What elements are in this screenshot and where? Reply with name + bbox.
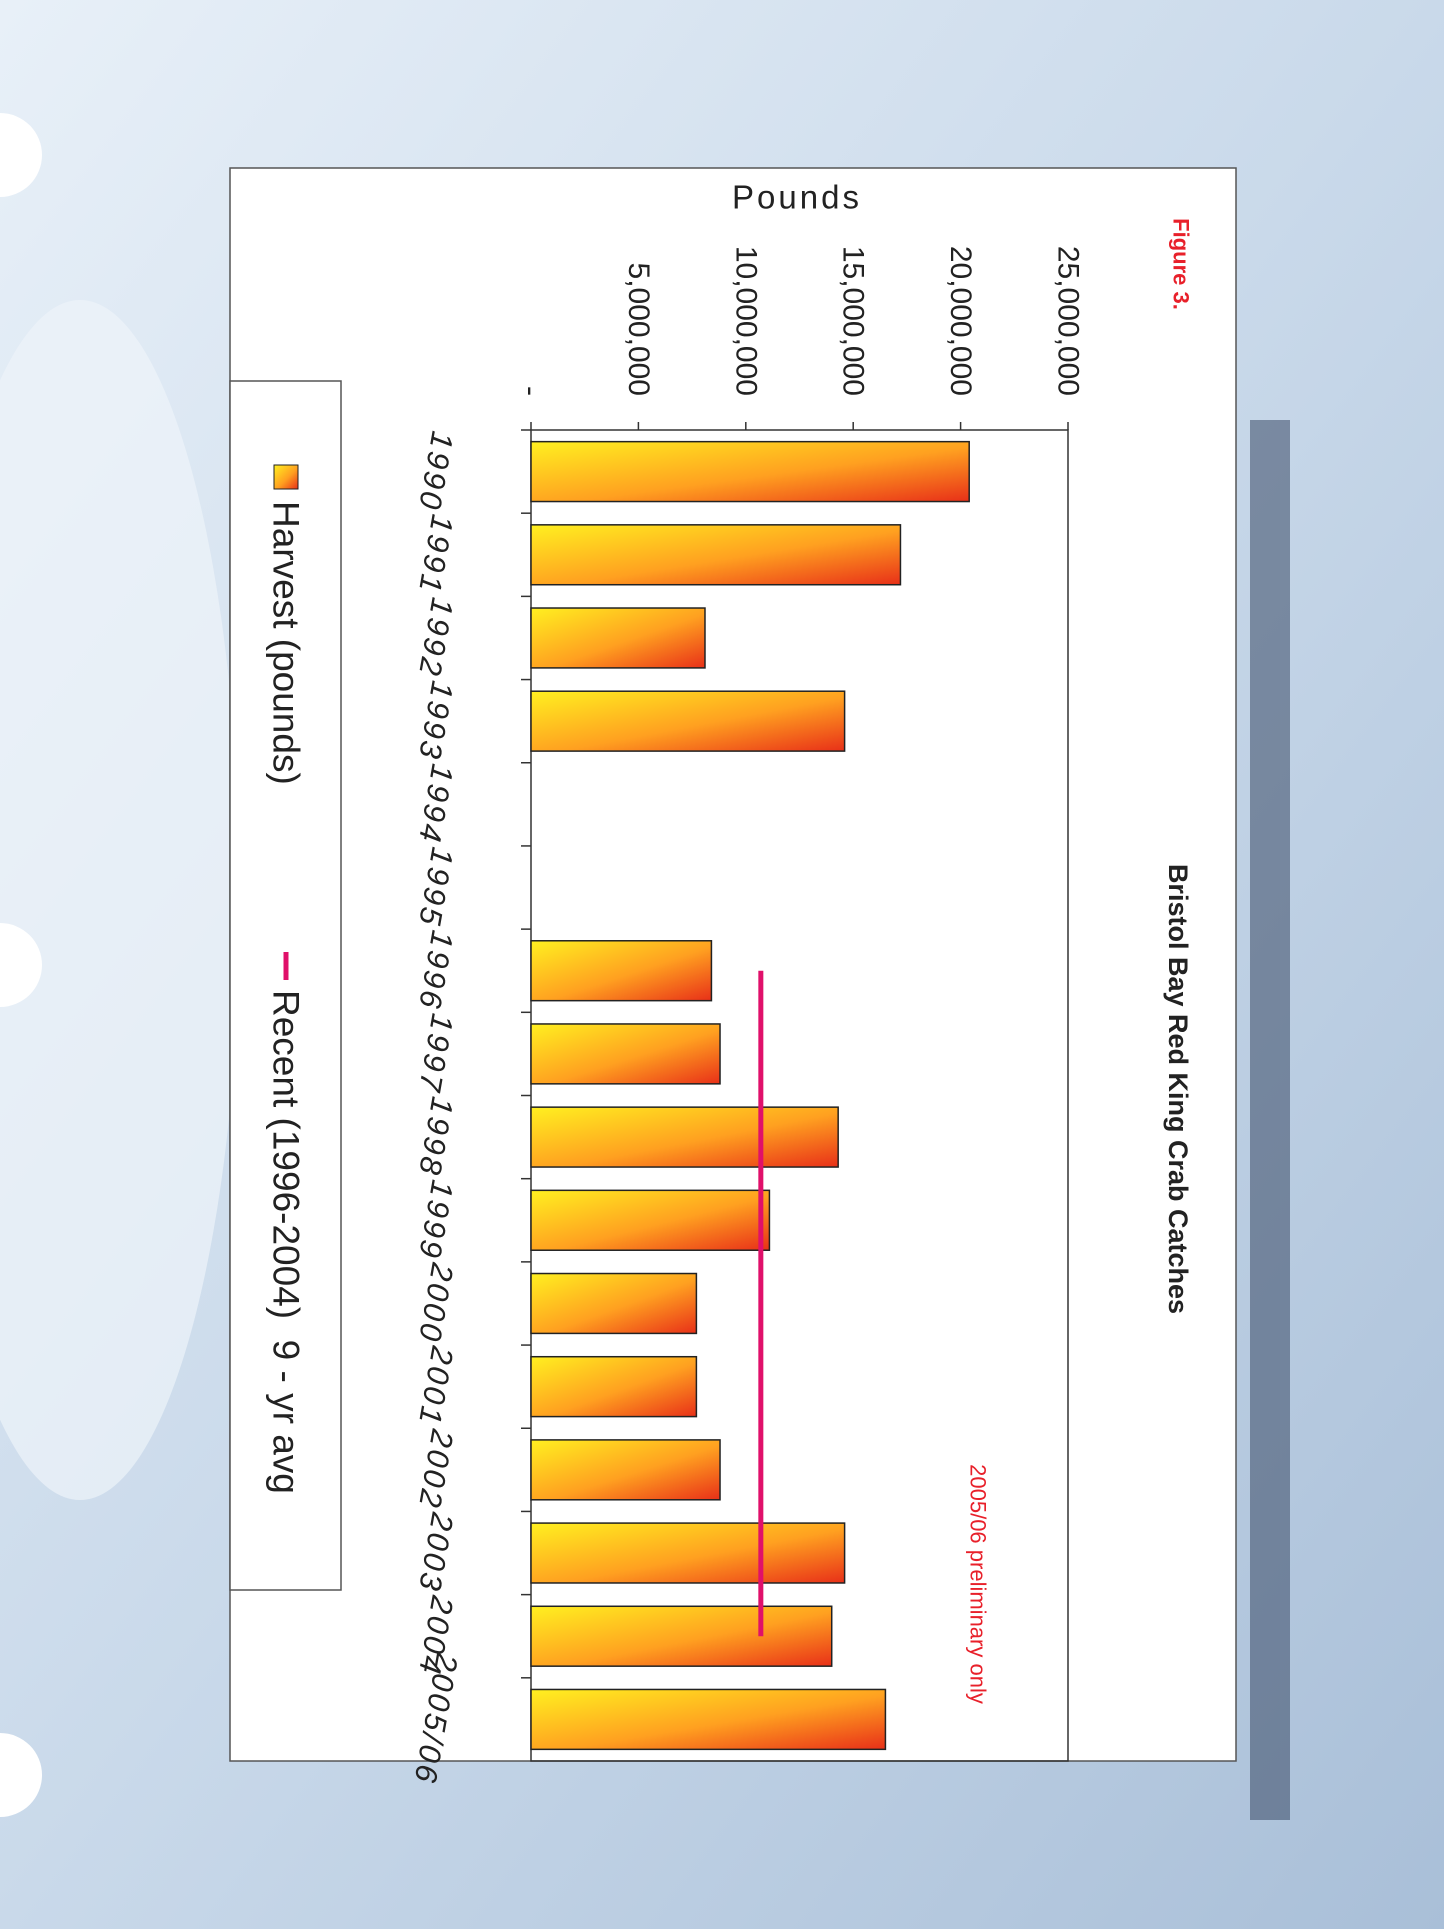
chart-panel xyxy=(229,167,1237,1762)
bar xyxy=(530,690,846,752)
bar xyxy=(530,1355,698,1418)
bar xyxy=(530,1688,887,1751)
legend-swatch xyxy=(273,464,299,490)
y-tick-label: 10,000,000 xyxy=(729,246,762,396)
y-tick-label: 5,000,000 xyxy=(622,263,655,396)
rotated-chart: Figure 3. Bristol Bay Red King Crab Catch… xyxy=(229,179,1194,1788)
figure-label: Figure 3. xyxy=(1169,218,1194,310)
legend-label: Recent (1996-2004) 9 - yr avg xyxy=(266,990,307,1494)
binder-hole xyxy=(0,923,42,1007)
bar xyxy=(530,1605,833,1667)
legend xyxy=(229,380,342,1591)
snow xyxy=(0,300,240,1500)
bar xyxy=(530,440,970,503)
bar xyxy=(530,524,902,586)
bar xyxy=(530,940,713,1002)
bar xyxy=(530,1106,839,1168)
bar xyxy=(530,1522,846,1584)
chart-title: Bristol Bay Red King Crab Catches xyxy=(1163,864,1193,1314)
bar xyxy=(530,1023,721,1085)
bar xyxy=(530,607,706,669)
y-tick-label: 25,000,000 xyxy=(1052,246,1085,396)
binder-hole xyxy=(0,113,42,197)
bar xyxy=(530,1189,771,1251)
mast xyxy=(1250,420,1290,1820)
y-tick-label: 20,000,000 xyxy=(944,246,977,396)
bar xyxy=(530,1439,721,1501)
binder-hole xyxy=(0,1733,42,1817)
legend-label: Harvest (pounds) xyxy=(266,501,307,785)
annotation: 2005/06 preliminary only xyxy=(966,1464,991,1704)
y-tick-label: - xyxy=(515,386,548,396)
y-axis-label: Pounds xyxy=(732,179,862,216)
bar xyxy=(530,1272,698,1335)
y-tick-label: 15,000,000 xyxy=(837,246,870,396)
